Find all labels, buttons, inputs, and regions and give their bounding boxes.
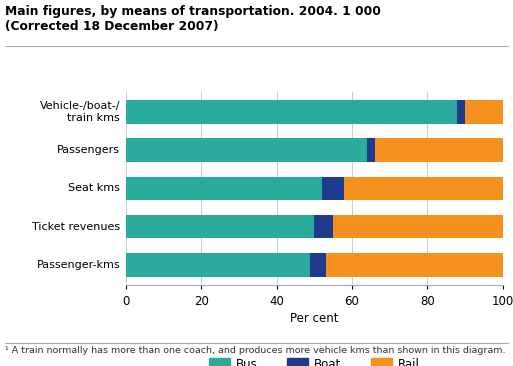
Bar: [126, 253, 310, 277]
Bar: [344, 177, 503, 200]
Bar: [126, 138, 367, 162]
Text: Main figures, by means of transportation. 2004. 1 000: Main figures, by means of transportation…: [5, 5, 381, 19]
Bar: [367, 138, 374, 162]
Bar: [322, 177, 344, 200]
Bar: [333, 215, 503, 239]
Bar: [458, 100, 465, 124]
Text: ¹ A train normally has more than one coach, and produces more vehicle kms than s: ¹ A train normally has more than one coa…: [5, 346, 506, 355]
Bar: [126, 100, 458, 124]
Bar: [310, 253, 326, 277]
Bar: [326, 253, 503, 277]
Bar: [374, 138, 503, 162]
Bar: [465, 100, 503, 124]
Bar: [126, 215, 314, 239]
Bar: [314, 215, 333, 239]
Legend: Bus, Boat, Rail: Bus, Boat, Rail: [204, 354, 425, 366]
X-axis label: Per cent: Per cent: [290, 312, 339, 325]
Bar: [126, 177, 322, 200]
Text: (Corrected 18 December 2007): (Corrected 18 December 2007): [5, 20, 219, 33]
